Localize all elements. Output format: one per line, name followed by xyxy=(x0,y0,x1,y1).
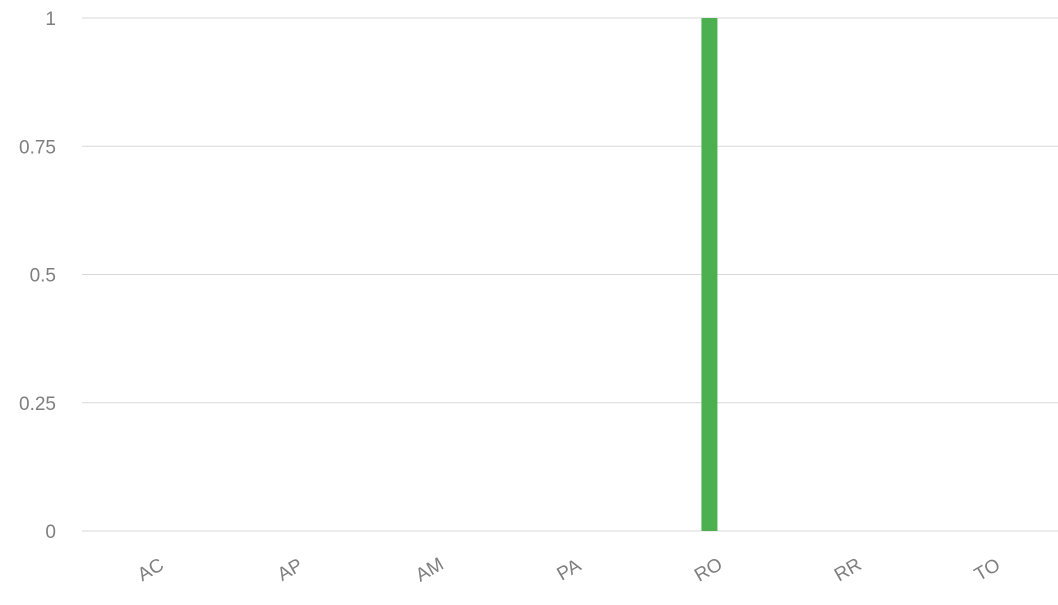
x-tick-label: PA xyxy=(554,555,586,585)
y-tick-label: 0 xyxy=(45,522,56,543)
gridlines xyxy=(82,17,1058,532)
x-tick-label: AP xyxy=(274,555,306,586)
x-tick-label: AC xyxy=(134,555,167,586)
y-tick-label: 0.5 xyxy=(30,266,56,287)
x-tick-label: RR xyxy=(831,554,865,586)
x-tick-label: RO xyxy=(691,554,726,586)
y-tick-label: 0.75 xyxy=(19,137,56,158)
y-axis-ticks: 0 0.25 0.5 0.75 1 xyxy=(19,9,56,543)
bar-ro xyxy=(701,18,718,531)
bars xyxy=(701,18,718,531)
x-tick-label: AM xyxy=(412,554,447,586)
y-tick-label: 0.25 xyxy=(19,394,56,415)
x-tick-label: TO xyxy=(971,555,1004,586)
y-tick-label: 1 xyxy=(45,9,56,30)
x-axis-ticks: AC AP AM PA RO RR TO xyxy=(134,554,1004,586)
